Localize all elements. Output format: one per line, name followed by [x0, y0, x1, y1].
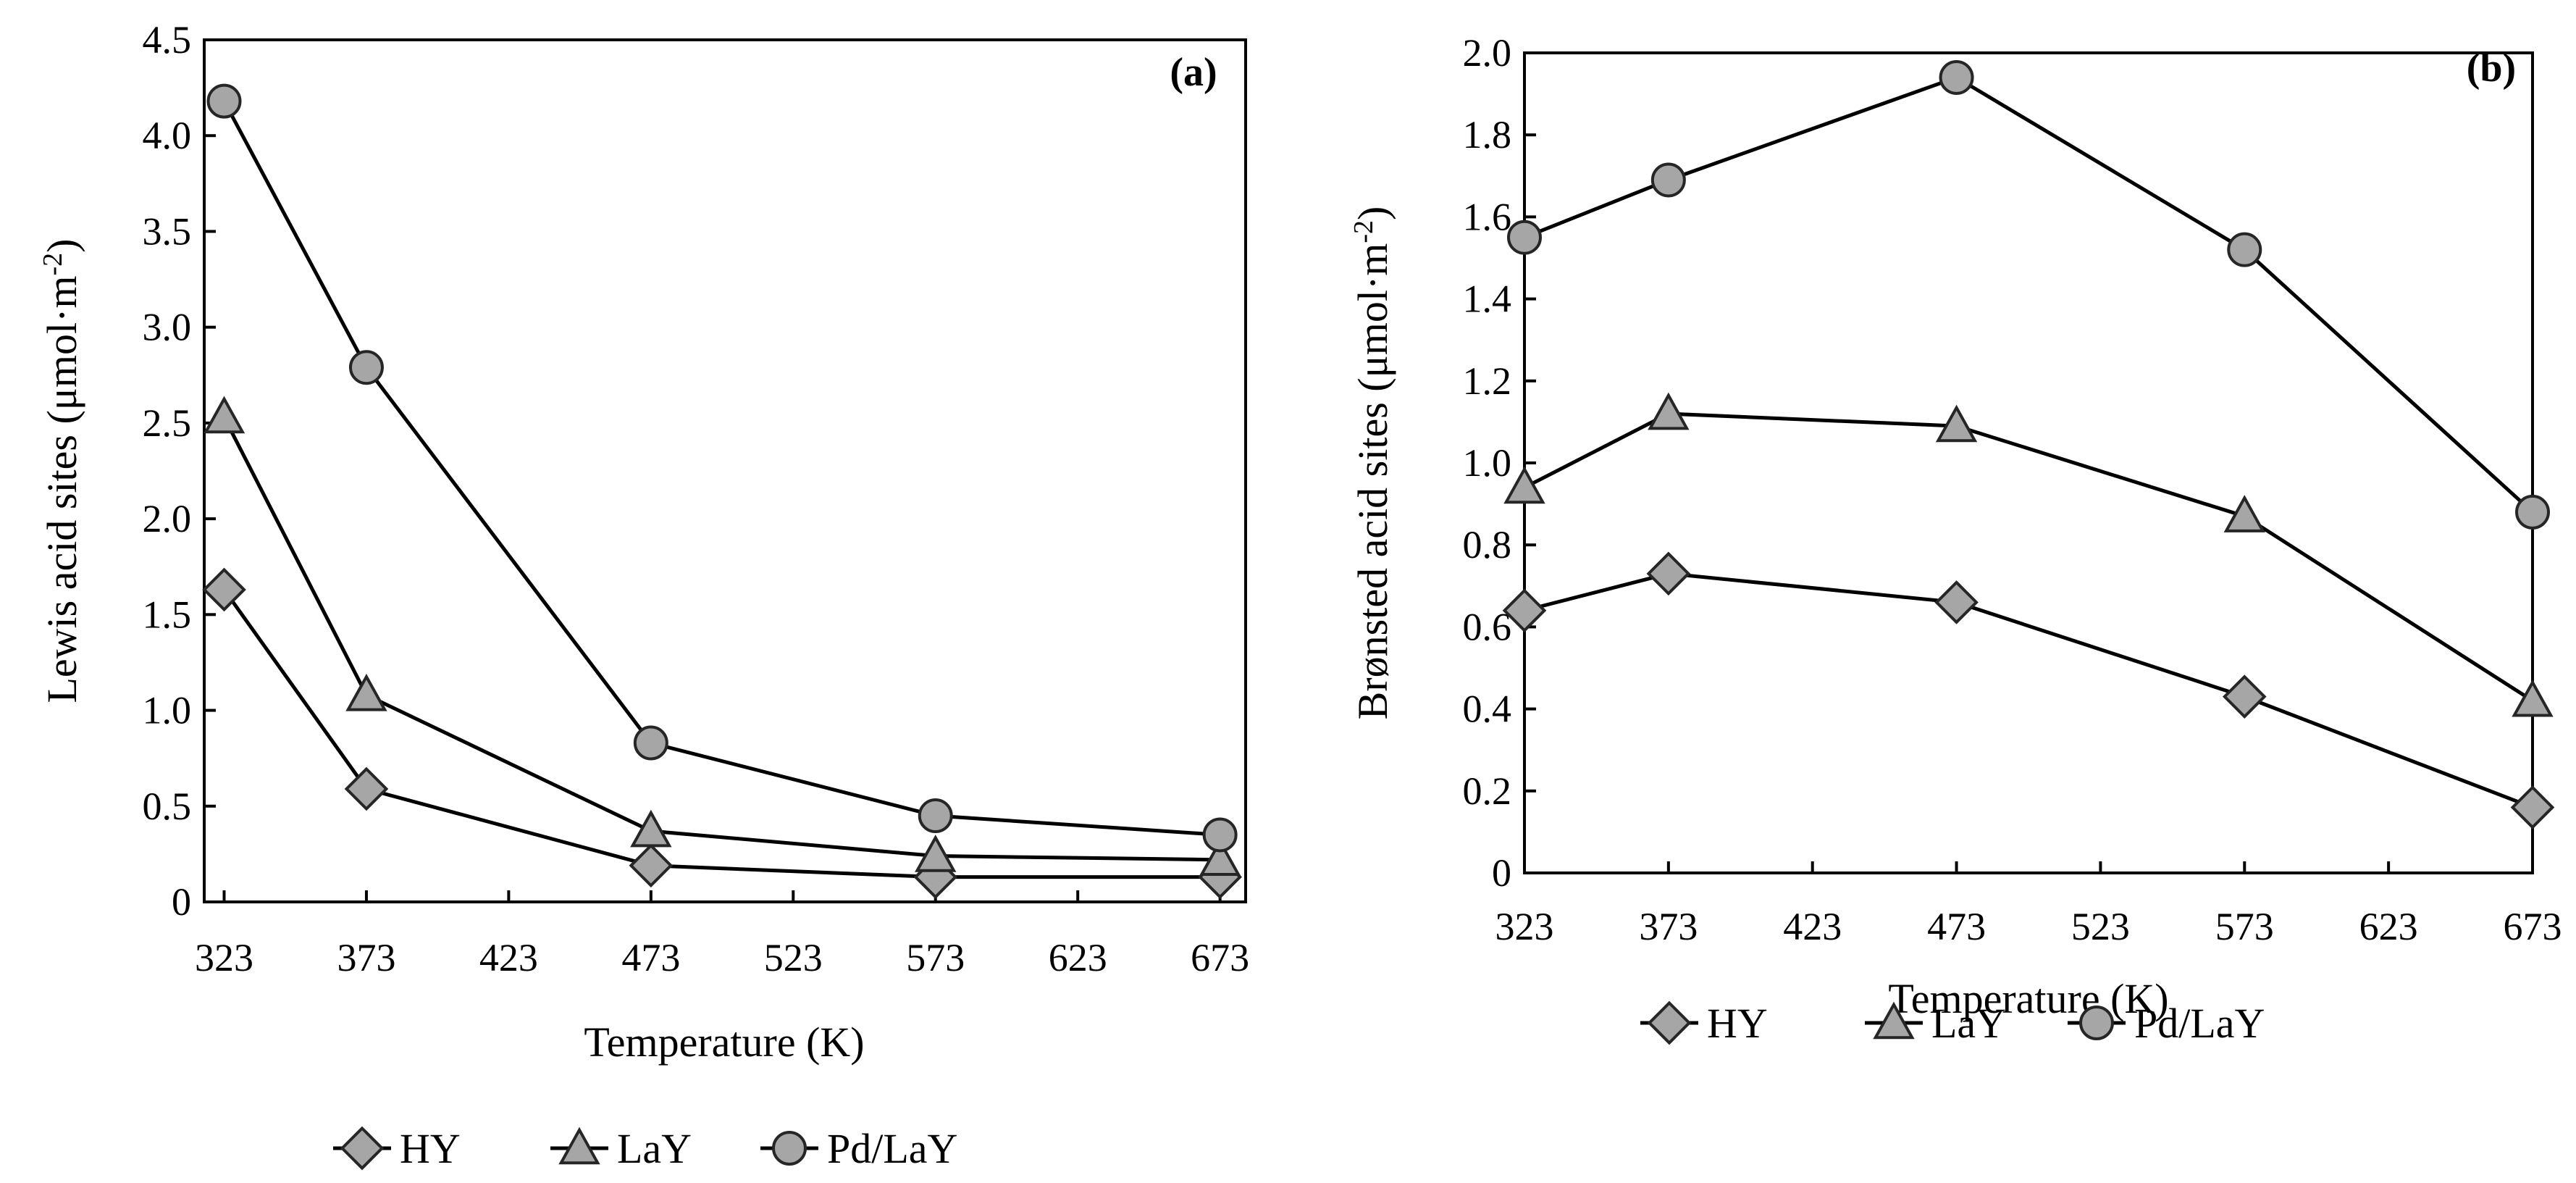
series-line-hy: [222, 588, 1220, 879]
data-point-pd-lay: [1507, 220, 1542, 255]
data-point-pd-lay: [918, 798, 953, 833]
legend-label-lay: LaY: [1931, 1000, 2006, 1047]
data-point-pd-lay: [1650, 162, 1686, 198]
x-tick-label: 323: [1495, 905, 1554, 948]
x-tick-label: 673: [1191, 936, 1249, 979]
data-point-pd-lay: [633, 725, 668, 761]
y-tick-label: 0.6: [1463, 605, 1512, 648]
x-tick-label: 473: [621, 936, 680, 979]
data-point-pd-lay: [206, 83, 242, 119]
plot-frame: [203, 38, 1247, 903]
legend-marker-hy: [1647, 1000, 1692, 1045]
x-tick-label: 423: [479, 936, 538, 979]
y-axis-title: Brønsted acid sites (μmol·m-2): [1348, 206, 1396, 720]
legend-marker-lay: [558, 1126, 600, 1165]
legend: HY LaY Pd/LaY: [1640, 1000, 2265, 1047]
legend: HY LaY Pd/LaY: [333, 1125, 957, 1172]
data-point-lay: [1503, 466, 1545, 504]
legend-label-hy: HY: [1707, 1000, 1768, 1047]
y-tick-label: 1.6: [1463, 195, 1512, 238]
y-tick-label: 2.5: [143, 401, 192, 445]
series-line-hy: [1524, 572, 2533, 809]
y-tick-label: 1.5: [143, 593, 192, 636]
data-point-hy: [629, 843, 674, 888]
data-point-pd-lay: [2515, 494, 2550, 530]
y-tick-label: 0: [1492, 851, 1511, 895]
chart-panel-b: 0 0.2 0.4 0.6 0.8 1.0 1.2 1.4 1.6 1.8 2.0 323 373 423…: [1348, 31, 2562, 1047]
y-tick-label: 1.0: [1463, 441, 1512, 485]
y-tick-label: 2.0: [143, 497, 192, 540]
data-point-lay: [203, 396, 246, 434]
y-tick-label: 2.0: [1463, 31, 1512, 75]
data-point-lay: [1648, 392, 1690, 430]
y-tick-label: 0: [172, 880, 191, 924]
data-point-lay: [1199, 838, 1241, 877]
x-tick-label: 623: [2359, 905, 2418, 948]
y-tick-label: 1.4: [1463, 277, 1512, 321]
x-axis-title: Temperature (K): [584, 1019, 864, 1066]
legend-label-pd-lay: Pd/LaY: [2134, 1000, 2265, 1047]
legend-marker-lay: [1873, 1001, 1915, 1040]
data-point-lay: [1935, 404, 1978, 443]
panel-label: (a): [1170, 50, 1217, 95]
x-tick-label: 373: [1639, 905, 1698, 948]
data-point-lay: [2512, 679, 2554, 717]
data-point-pd-lay: [1202, 817, 1238, 853]
series-line-lay: [1523, 411, 2534, 703]
data-point-lay: [2223, 495, 2265, 532]
chart-panel-a: 0 0.5 1.0 1.5 2.0 2.5 3.0 3.5 4.0 4.5 323 373 423 473…: [38, 18, 1249, 1172]
y-tick-label: 1.2: [1463, 359, 1512, 403]
x-tick-label: 473: [1927, 905, 1986, 948]
legend-label-pd-lay: Pd/LaY: [827, 1125, 957, 1172]
x-tick-label: 523: [2071, 905, 2130, 948]
legend-label-lay: LaY: [617, 1125, 692, 1172]
legend-marker-pd-lay: [772, 1131, 807, 1166]
x-axis-title: Temperature (K): [1888, 975, 2168, 1022]
legend-marker-pd-lay: [2079, 1006, 2114, 1040]
y-axis-title: Lewis acid sites (μmol·m-2): [38, 238, 85, 703]
x-tick-label: 673: [2504, 905, 2562, 948]
data-point-hy: [1646, 551, 1691, 596]
data-point-pd-lay: [1939, 59, 1974, 95]
data-point-pd-lay: [2227, 232, 2262, 267]
legend-label-hy: HY: [400, 1125, 461, 1172]
series-line-pd-lay: [222, 100, 1220, 837]
y-tick-label: 3.0: [143, 306, 192, 349]
x-tick-label: 373: [337, 936, 395, 979]
data-point-lay: [630, 809, 672, 848]
y-tick-label: 0.8: [1463, 523, 1512, 567]
data-point-hy: [1934, 580, 1979, 624]
panel-label: (b): [2467, 46, 2516, 91]
data-point-hy: [202, 567, 246, 612]
y-tick-label: 4.5: [143, 18, 192, 62]
y-tick-label: 0.5: [143, 785, 192, 828]
y-tick-label: 0.2: [1463, 769, 1512, 813]
y-tick-label: 4.0: [143, 114, 192, 157]
y-tick-label: 0.4: [1463, 687, 1512, 731]
x-tick-label: 623: [1049, 936, 1107, 979]
y-tick-label: 3.5: [143, 209, 192, 253]
x-tick-label: 573: [2215, 905, 2274, 948]
x-tick-label: 523: [764, 936, 823, 979]
legend-marker-hy: [340, 1126, 385, 1171]
x-tick-label: 573: [906, 936, 965, 979]
x-tick-label: 423: [1783, 905, 1842, 948]
data-point-hy: [344, 766, 389, 811]
x-tick-label: 323: [195, 936, 253, 979]
data-point-hy: [1502, 588, 1547, 633]
y-tick-label: 1.0: [143, 689, 192, 732]
y-tick-label: 1.8: [1463, 113, 1512, 156]
data-point-lay: [915, 835, 957, 872]
data-point-pd-lay: [348, 350, 384, 385]
data-point-hy: [2222, 674, 2267, 719]
data-point-hy: [2510, 785, 2555, 829]
data-point-lay: [345, 673, 387, 711]
